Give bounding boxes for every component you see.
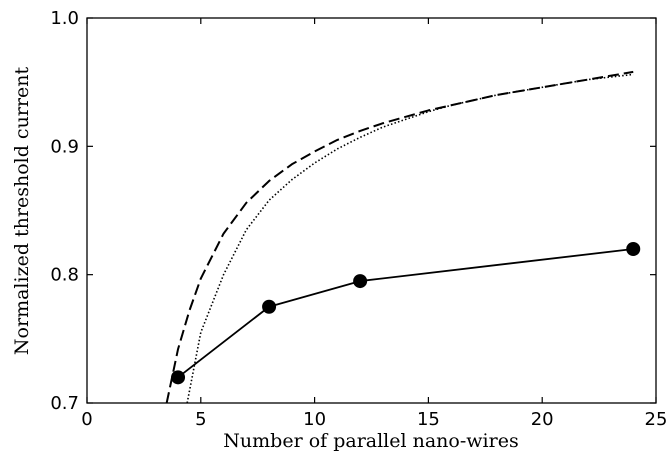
- series-line-dotted: [186, 73, 634, 403]
- y-tick-label: 0.9: [50, 136, 79, 157]
- x-axis-label: Number of parallel nano-wires: [223, 430, 518, 452]
- x-tick-label: 15: [417, 409, 440, 430]
- tick-layer: 0 5 10 15 20 25 0.7 0.8 0.9 1.0: [50, 8, 667, 430]
- y-tick-label: 1.0: [50, 8, 79, 29]
- data-point-marker: [353, 274, 368, 289]
- y-tick-label: 0.8: [50, 265, 79, 286]
- marker-layer: [171, 242, 641, 385]
- x-tick-label: 20: [531, 409, 554, 430]
- data-point-marker: [171, 370, 186, 385]
- series-line-dashed: [165, 70, 634, 403]
- x-tick-label: 5: [195, 409, 206, 430]
- y-axis-label: Normalized threshold current: [11, 67, 33, 356]
- data-point-marker: [626, 242, 641, 256]
- x-tick-label: 10: [303, 409, 326, 430]
- y-tick-label: 0.7: [50, 393, 79, 414]
- series-layer: [165, 70, 634, 403]
- plot-frame: [86, 17, 657, 404]
- data-point-marker: [262, 299, 277, 314]
- x-tick-label: 0: [81, 409, 92, 430]
- x-tick-label: 25: [645, 409, 668, 430]
- series-line-solid-with-markers: [177, 248, 634, 379]
